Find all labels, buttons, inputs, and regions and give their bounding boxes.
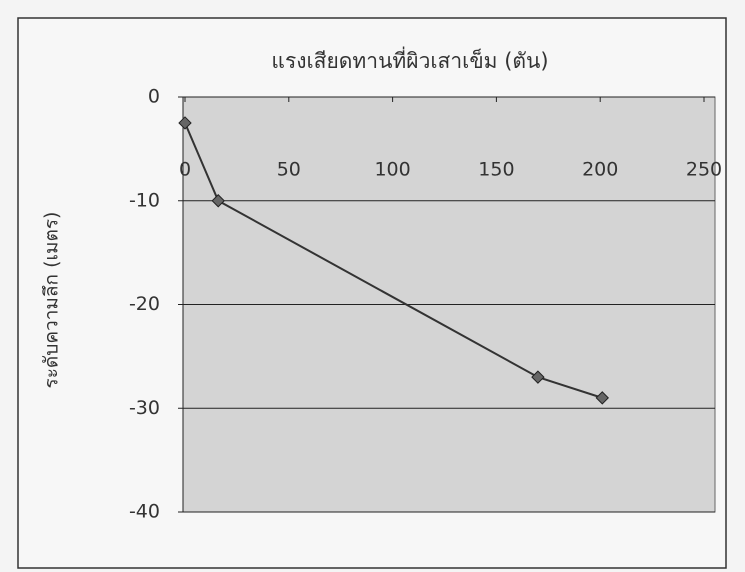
y-tick-label: -20: [129, 293, 160, 315]
x-tick-label: 150: [478, 159, 514, 181]
marker: [211, 194, 225, 208]
y-axis-label: ระดับความลึก (เมตร): [41, 212, 63, 389]
marker: [595, 391, 609, 405]
marker: [178, 116, 192, 130]
x-tick-label: 100: [374, 159, 410, 181]
y-tick-label: -30: [129, 397, 160, 419]
y-tick-label: -40: [129, 501, 160, 523]
x-tick-label: 50: [277, 159, 301, 181]
x-tick-label: 250: [686, 159, 722, 181]
y-tick-label: -10: [129, 189, 160, 211]
x-tick-label: 0: [179, 159, 191, 181]
chart-title: แรงเสียดทานที่ผิวเสาเข็ม (ตัน): [271, 46, 548, 73]
y-tick-label: 0: [148, 86, 160, 108]
marker: [531, 370, 545, 384]
line: [184, 122, 603, 399]
x-tick-label: 200: [582, 159, 618, 181]
